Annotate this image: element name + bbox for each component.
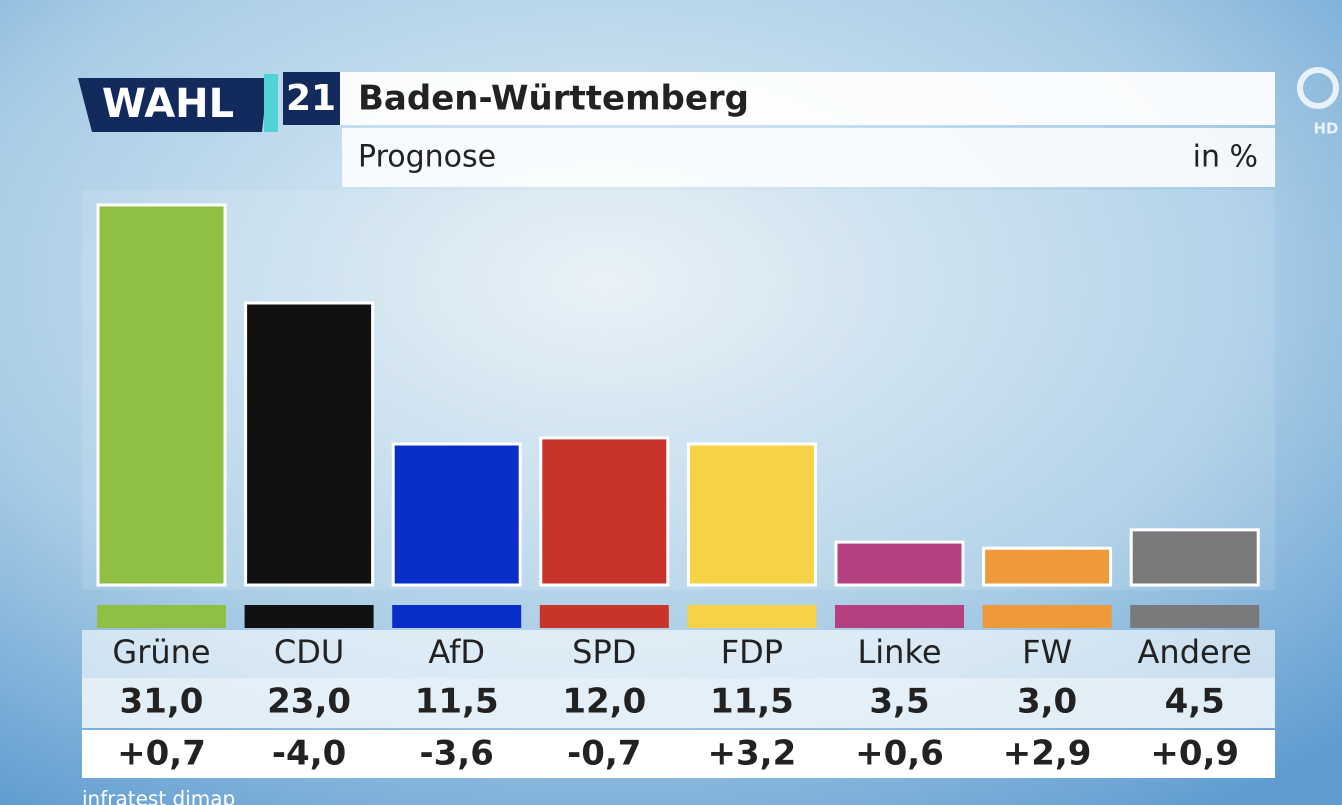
bar (96, 203, 227, 587)
change-label: +0,9 (1150, 734, 1239, 774)
value-label: 11,5 (710, 682, 794, 722)
name-row (82, 630, 1275, 678)
color-strip (392, 605, 522, 628)
bar (686, 442, 817, 587)
value-label: 11,5 (415, 682, 499, 722)
color-strip (244, 605, 374, 628)
bar (982, 546, 1113, 587)
value-label: 4,5 (1165, 682, 1225, 722)
bar (391, 442, 522, 587)
bar (834, 540, 965, 587)
color-strip (97, 605, 226, 628)
category-label: SPD (572, 633, 636, 671)
category-label: AfD (428, 633, 485, 671)
bar (244, 301, 375, 587)
color-strip (835, 605, 964, 628)
change-label: +3,2 (708, 734, 797, 774)
change-label: -0,7 (567, 734, 641, 774)
category-label: Andere (1138, 633, 1252, 671)
unit-label: in % (1193, 140, 1258, 175)
source: infratest dimap (82, 787, 235, 805)
channel-logo (1297, 67, 1339, 109)
value-label: 23,0 (267, 682, 351, 722)
category-label: Linke (857, 633, 941, 671)
color-strip (1130, 605, 1260, 628)
logo-accent (264, 74, 278, 132)
change-row (82, 730, 1275, 778)
value-label: 3,5 (869, 682, 929, 722)
change-label: -3,6 (420, 734, 494, 774)
value-label: 12,0 (562, 682, 646, 722)
change-label: +2,9 (1003, 734, 1092, 774)
change-label: +0,6 (855, 734, 944, 774)
chart-title: Baden-Württemberg (358, 79, 749, 119)
change-label: -4,0 (272, 734, 346, 774)
bar (1129, 528, 1260, 587)
category-label: FDP (721, 633, 783, 671)
category-label: CDU (274, 633, 344, 671)
color-strip (687, 605, 817, 628)
color-strip (539, 605, 669, 628)
logo-year: 21 (286, 78, 336, 119)
logo-box (78, 78, 268, 132)
channel-label: HD (1313, 120, 1338, 138)
value-label: 31,0 (120, 682, 204, 722)
value-row (82, 678, 1275, 728)
subtitle-bar (342, 128, 1275, 187)
chart-subtitle: Prognose (358, 140, 496, 175)
title-bar (340, 72, 1275, 125)
value-label: 3,0 (1017, 682, 1077, 722)
logo-year-box (283, 72, 340, 125)
bar (539, 436, 670, 587)
category-label: Grüne (112, 633, 210, 671)
change-label: +0,7 (117, 734, 206, 774)
category-label: FW (1022, 633, 1072, 671)
logo-word: WAHL (102, 81, 234, 127)
color-strip (982, 605, 1112, 628)
